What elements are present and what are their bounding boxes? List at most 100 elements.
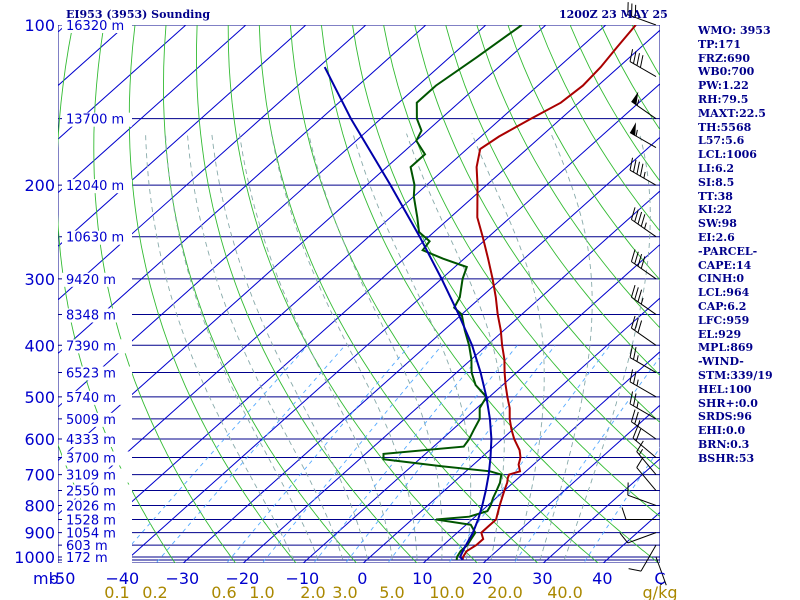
wind-barb-flag	[630, 207, 636, 220]
wind-barb-flag	[629, 49, 634, 62]
isotherm-line	[302, 243, 660, 563]
height-label: 3109 m	[66, 469, 116, 484]
wind-barb-half-flag	[637, 420, 641, 427]
mixing-ratio-line	[226, 345, 410, 563]
index-row: EL:929	[698, 327, 742, 341]
wind-barb-staff	[631, 296, 657, 315]
index-row: -WIND-	[698, 355, 744, 369]
height-label-bg	[62, 484, 132, 499]
isotherm-line	[182, 136, 660, 563]
index-row: KI:22	[698, 203, 733, 217]
wind-barb-flag	[630, 315, 636, 329]
height-label: 12040 m	[66, 179, 124, 194]
index-row: SW:98	[698, 217, 737, 231]
index-row: BSHR:53	[698, 451, 755, 465]
dry-adiabat-line	[352, 25, 660, 518]
wind-barb-flag	[634, 287, 639, 300]
index-row: WB0:700	[698, 65, 755, 79]
height-label-bg	[62, 526, 132, 541]
moist-adiabat-line	[538, 133, 593, 563]
wind-barb-flag	[640, 256, 646, 269]
wind-barb-half-flag	[636, 379, 639, 386]
height-label: 1054 m	[66, 527, 116, 542]
mixing-ratio-line	[313, 345, 489, 563]
height-label-bg	[62, 308, 132, 323]
wind-barb-pennant	[631, 91, 639, 105]
wind-barb-flag	[632, 347, 637, 360]
wind-barb-flag	[632, 51, 637, 64]
station-title: EI953 (3953) Sounding	[66, 8, 211, 21]
parcel-trace	[323, 66, 493, 561]
isotherm-line	[422, 350, 660, 563]
index-row: -PARCEL-	[698, 244, 758, 258]
height-label: 10630 m	[66, 231, 124, 246]
wind-barb-staff	[629, 381, 657, 398]
index-row: SI:8.5	[698, 175, 735, 189]
height-label-bg	[62, 451, 132, 466]
index-row: SHR+:0.0	[698, 396, 758, 410]
pressure-tick-label: 300	[24, 270, 55, 289]
wind-barb-half-flag	[644, 222, 647, 229]
wind-barb-flag	[637, 211, 643, 225]
index-row: SRDS:96	[698, 410, 752, 424]
index-row: TT:38	[698, 189, 733, 203]
wind-barb	[629, 122, 657, 149]
height-label-bg	[62, 339, 132, 354]
wind-barb-staff	[631, 421, 657, 440]
wind-barb-staff	[631, 261, 657, 280]
moist-adiabat-line	[471, 133, 545, 563]
pressure-tick-label: 1000	[14, 548, 55, 567]
dry-adiabat-line	[476, 25, 660, 329]
index-row: LCL:964	[698, 286, 750, 300]
wind-barb	[630, 207, 657, 238]
temperature-tick-label: 10	[412, 569, 432, 588]
wind-barb-flag	[621, 507, 627, 520]
height-label-bg	[62, 390, 132, 405]
temperature-tick-label: −40	[105, 569, 139, 588]
wind-barb	[629, 49, 657, 77]
wind-barb	[629, 345, 657, 373]
wind-barb-flag	[639, 163, 644, 177]
stability-index-panel: WMO: 3953 TP:171 FRZ:690 WB0:700 PW:1.22 RH:7…	[698, 24, 798, 466]
index-row: STM:339/19	[698, 368, 773, 382]
height-label: 8348 m	[66, 308, 116, 323]
wind-barb-half-flag	[635, 129, 638, 137]
wind-barb-flag	[632, 159, 637, 173]
wind-barb	[636, 440, 657, 475]
wind-barb-flag	[632, 371, 637, 384]
height-label-bg	[62, 513, 132, 528]
moist-adiabat-line	[186, 133, 345, 563]
wind-barb-staff	[629, 169, 657, 186]
mixing-ratio-line	[387, 345, 556, 563]
temperature-tick-label: −20	[225, 569, 259, 588]
wind-barb	[619, 532, 657, 544]
wind-barb-flag	[628, 568, 642, 572]
wind-barb	[628, 544, 657, 572]
isotherm-line	[62, 29, 660, 563]
wind-barb-staff	[629, 132, 657, 149]
height-label-bg	[62, 551, 132, 565]
wind-barb-flag	[632, 426, 639, 439]
index-row: EI:2.6	[698, 230, 735, 244]
moist-adiabat-line	[165, 133, 320, 563]
height-label: 172 m	[66, 551, 108, 566]
mixing-ratio-tick-label: 0.2	[142, 583, 167, 600]
dry-adiabat-line	[320, 25, 660, 563]
height-label-bg	[62, 112, 132, 127]
mixing-ratio-tick-label: 20.0	[487, 583, 523, 600]
temperature-tick-label: 20	[472, 569, 492, 588]
wind-barb-staff	[629, 357, 657, 373]
wind-barb	[632, 426, 657, 458]
index-row: TH:5568	[698, 120, 752, 134]
mixing-ratio-line	[513, 356, 660, 563]
height-label-bg	[62, 272, 132, 287]
height-label: 1528 m	[66, 513, 116, 528]
wind-barb-flag	[634, 209, 639, 222]
moist-adiabat-line	[145, 133, 296, 563]
temperature-trace	[461, 25, 637, 561]
wind-barb-flag	[636, 440, 644, 452]
height-label: 7390 m	[66, 339, 116, 354]
dry-adiabat-line	[383, 25, 660, 471]
dry-adiabat-line	[414, 25, 660, 424]
height-label: 16320 m	[66, 19, 124, 34]
